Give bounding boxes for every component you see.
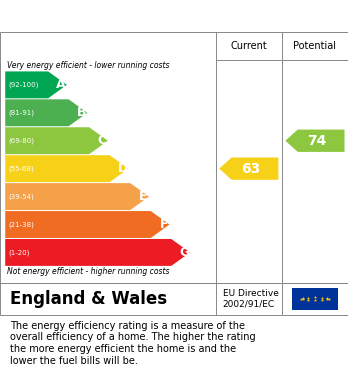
Bar	[292, 287, 338, 310]
Text: 63: 63	[241, 161, 260, 176]
Text: (92-100): (92-100)	[8, 82, 38, 88]
Text: (69-80): (69-80)	[8, 138, 34, 144]
Polygon shape	[5, 99, 87, 126]
Polygon shape	[219, 158, 278, 180]
Text: (55-68): (55-68)	[8, 165, 34, 172]
Text: D: D	[118, 162, 128, 175]
Polygon shape	[5, 72, 67, 98]
Text: F: F	[160, 218, 168, 231]
Text: (1-20): (1-20)	[8, 249, 29, 256]
Text: Current: Current	[230, 41, 267, 51]
Text: G: G	[179, 246, 190, 259]
Text: Not energy efficient - higher running costs: Not energy efficient - higher running co…	[7, 267, 169, 276]
Polygon shape	[5, 239, 190, 266]
Text: Potential: Potential	[293, 41, 337, 51]
Text: B: B	[77, 106, 87, 119]
Polygon shape	[285, 129, 345, 152]
Text: A: A	[56, 78, 66, 91]
Text: (81-91): (81-91)	[8, 109, 34, 116]
Text: 74: 74	[307, 134, 326, 148]
Text: England & Wales: England & Wales	[10, 290, 168, 308]
Text: The energy efficiency rating is a measure of the
overall efficiency of a home. T: The energy efficiency rating is a measur…	[10, 321, 256, 366]
Polygon shape	[5, 211, 169, 238]
Text: (39-54): (39-54)	[8, 193, 34, 200]
Text: EU Directive
2002/91/EC: EU Directive 2002/91/EC	[223, 289, 279, 308]
Polygon shape	[5, 155, 128, 182]
Polygon shape	[5, 183, 149, 210]
Text: (21-38): (21-38)	[8, 221, 34, 228]
Text: E: E	[139, 190, 148, 203]
Text: Very energy efficient - lower running costs: Very energy efficient - lower running co…	[7, 61, 169, 70]
Text: C: C	[98, 134, 107, 147]
Text: Energy Efficiency Rating: Energy Efficiency Rating	[69, 9, 279, 23]
Polygon shape	[5, 127, 108, 154]
